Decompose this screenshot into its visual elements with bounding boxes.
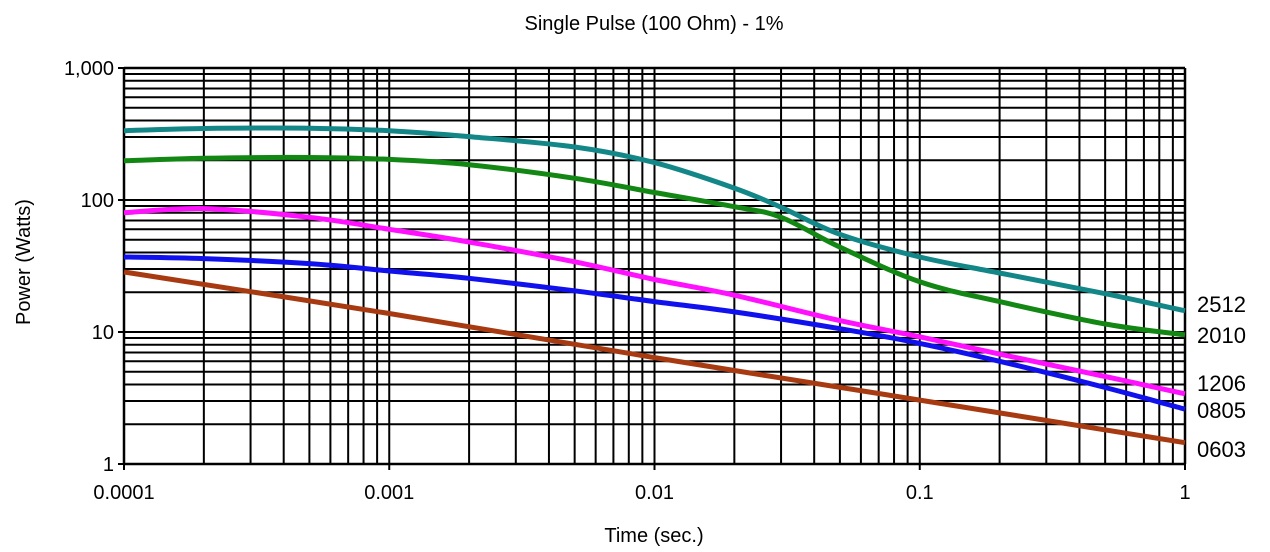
- series-group: [123, 125, 1186, 446]
- x-tick-label: 0.1: [906, 482, 934, 504]
- series-line-2010: [123, 154, 1186, 338]
- y-tick-label: 1: [103, 454, 114, 476]
- series-line-2512: [123, 125, 1186, 314]
- y-tick-label: 1,000: [64, 58, 114, 80]
- x-tick-label: 1: [1179, 482, 1190, 504]
- chart-title: Single Pulse (100 Ohm) - 1%: [524, 13, 783, 35]
- series-label-2010: 2010: [1197, 323, 1246, 348]
- axes: 0.0001 0.001 0.01 0.1 1 1 10 100 1,000: [64, 58, 1191, 504]
- series-label-2512: 2512: [1197, 292, 1246, 317]
- series-line-1206: [123, 206, 1186, 397]
- x-axis-label: Time (sec.): [604, 525, 703, 547]
- series-label-1206: 1206: [1197, 371, 1246, 396]
- x-tick-label: 0.001: [364, 482, 414, 504]
- series-label-0603: 0603: [1197, 437, 1246, 462]
- series-line-0603: [123, 269, 1186, 446]
- y-tick-label: 100: [81, 190, 114, 212]
- grid: [123, 68, 1185, 465]
- x-tick-label: 0.01: [635, 482, 674, 504]
- series-label-0805: 0805: [1197, 398, 1246, 423]
- y-tick-label: 10: [92, 322, 114, 344]
- x-tick-label: 0.0001: [93, 482, 154, 504]
- series-line-0805: [123, 254, 1186, 412]
- y-axis-label: Power (Watts): [13, 199, 35, 325]
